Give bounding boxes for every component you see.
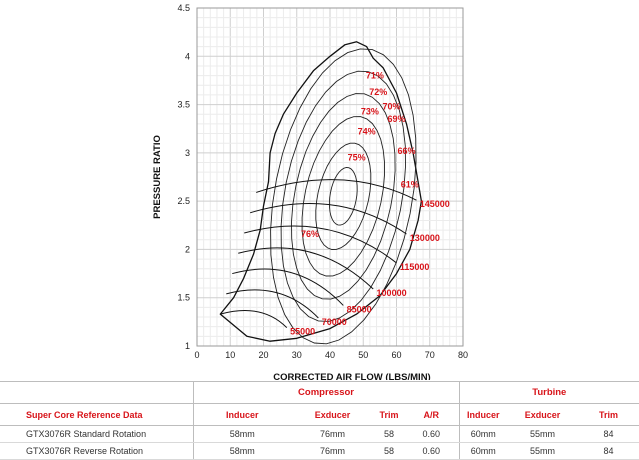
x-tick-label: 10 — [225, 350, 235, 360]
table-cell: 76mm — [291, 425, 374, 443]
speed-line — [238, 247, 374, 290]
speed-line-label: 100000 — [377, 288, 407, 298]
x-axis-title: CORRECTED AIR FLOW (LBS/MIN) — [273, 372, 430, 380]
table-header-row: Super Core Reference Data Inducer Exduce… — [0, 403, 639, 426]
column-header-turbine-trim: Trim — [578, 403, 639, 426]
x-tick-label: 40 — [325, 350, 335, 360]
table-cell: GTX3076R Standard Rotation — [0, 425, 193, 443]
column-header-compressor-trim: Trim — [374, 403, 404, 426]
table-cell: 58 — [374, 425, 404, 443]
x-tick-label: 80 — [458, 350, 468, 360]
table-cell: 55mm — [507, 425, 579, 443]
table-cell: GTX3076R Reverse Rotation — [0, 442, 193, 460]
efficiency-label: 69% — [387, 114, 405, 124]
table-group-empty — [0, 381, 193, 404]
plot-frame — [196, 7, 464, 347]
table-cell: 58mm — [192, 442, 291, 460]
compressor-group-header: Compressor — [192, 381, 460, 404]
compressor-map: 0 10 20 30 40 50 60 70 80 1 1.5 2 2.5 3 3.5 4 4.5 CORRECT… — [152, 3, 468, 380]
y-tick-label: 2 — [185, 244, 190, 254]
table-cell: 84 — [578, 425, 639, 443]
column-header-turbine-exducer: Exducer — [507, 403, 579, 426]
speed-line-label: 145000 — [420, 199, 450, 209]
x-tick-label: 0 — [194, 350, 199, 360]
speed-line — [220, 309, 288, 329]
column-header-ar: A/R — [404, 403, 460, 426]
speed-line — [250, 202, 407, 235]
table-cell: 60mm — [458, 425, 508, 443]
x-tick-label: 50 — [358, 350, 368, 360]
efficiency-label: 71% — [366, 71, 384, 81]
efficiency-island — [280, 70, 406, 322]
efficiency-label: 72% — [369, 87, 387, 97]
y-tick-label: 3.5 — [177, 100, 190, 110]
y-axis-title: PRESSURE RATIO — [152, 135, 163, 219]
efficiency-label: 75% — [348, 153, 366, 163]
table-cell: 58 — [374, 442, 404, 460]
table-cell: 0.60 — [404, 442, 460, 460]
efficiency-label: 76% — [301, 229, 319, 239]
speed-line-label: 85000 — [347, 304, 372, 314]
efficiency-label: 74% — [358, 127, 376, 137]
compressor-map-svg: 0 10 20 30 40 50 60 70 80 1 1.5 2 2.5 3 3.5 4 4.5 CORRECT… — [152, 3, 468, 380]
table-cell: 0.60 — [404, 425, 460, 443]
speed-line — [232, 268, 344, 306]
speed-line — [226, 289, 319, 319]
table-row: GTX3076R Standard Rotation 58mm 76mm 58 … — [0, 425, 639, 443]
table-cell: 84 — [578, 442, 639, 460]
x-tick-label: 20 — [258, 350, 268, 360]
speed-line — [256, 179, 417, 201]
speed-line-label: 70000 — [322, 317, 347, 327]
table-cell: 60mm — [458, 442, 508, 460]
efficiency-island — [301, 116, 385, 277]
speed-line-label: 130000 — [410, 233, 440, 243]
column-header-reference: Super Core Reference Data — [0, 403, 193, 426]
y-tick-label: 4.5 — [177, 3, 190, 13]
x-tick-label: 30 — [292, 350, 302, 360]
column-header-compressor-inducer: Inducer — [192, 403, 291, 426]
y-tick-label: 4 — [185, 51, 190, 61]
efficiency-label: 73% — [361, 106, 379, 116]
reference-data-table: Compressor Turbine Super Core Reference … — [0, 381, 639, 460]
efficiency-island — [291, 93, 396, 300]
y-tick-label: 2.5 — [177, 196, 190, 206]
speed-line — [244, 225, 397, 264]
x-tick-label: 70 — [425, 350, 435, 360]
table-group-row: Compressor Turbine — [0, 381, 639, 404]
table-cell: 76mm — [291, 442, 374, 460]
speed-line-label: 115000 — [400, 262, 430, 272]
table-row: GTX3076R Reverse Rotation 58mm 76mm 58 0… — [0, 442, 639, 460]
y-tick-label: 1 — [185, 341, 190, 351]
table-cell: 55mm — [507, 442, 579, 460]
map-envelope — [219, 41, 423, 342]
table-cell: 58mm — [192, 425, 291, 443]
efficiency-label: 66% — [397, 146, 415, 156]
efficiency-label: 61% — [401, 180, 419, 190]
column-header-compressor-exducer: Exducer — [291, 403, 374, 426]
y-tick-label: 1.5 — [177, 293, 190, 303]
turbine-group-header: Turbine — [458, 381, 639, 404]
column-header-turbine-inducer: Inducer — [458, 403, 508, 426]
speed-line-label: 55000 — [290, 327, 315, 337]
y-tick-label: 3 — [185, 148, 190, 158]
x-tick-label: 60 — [391, 350, 401, 360]
efficiency-label: 70% — [383, 102, 401, 112]
